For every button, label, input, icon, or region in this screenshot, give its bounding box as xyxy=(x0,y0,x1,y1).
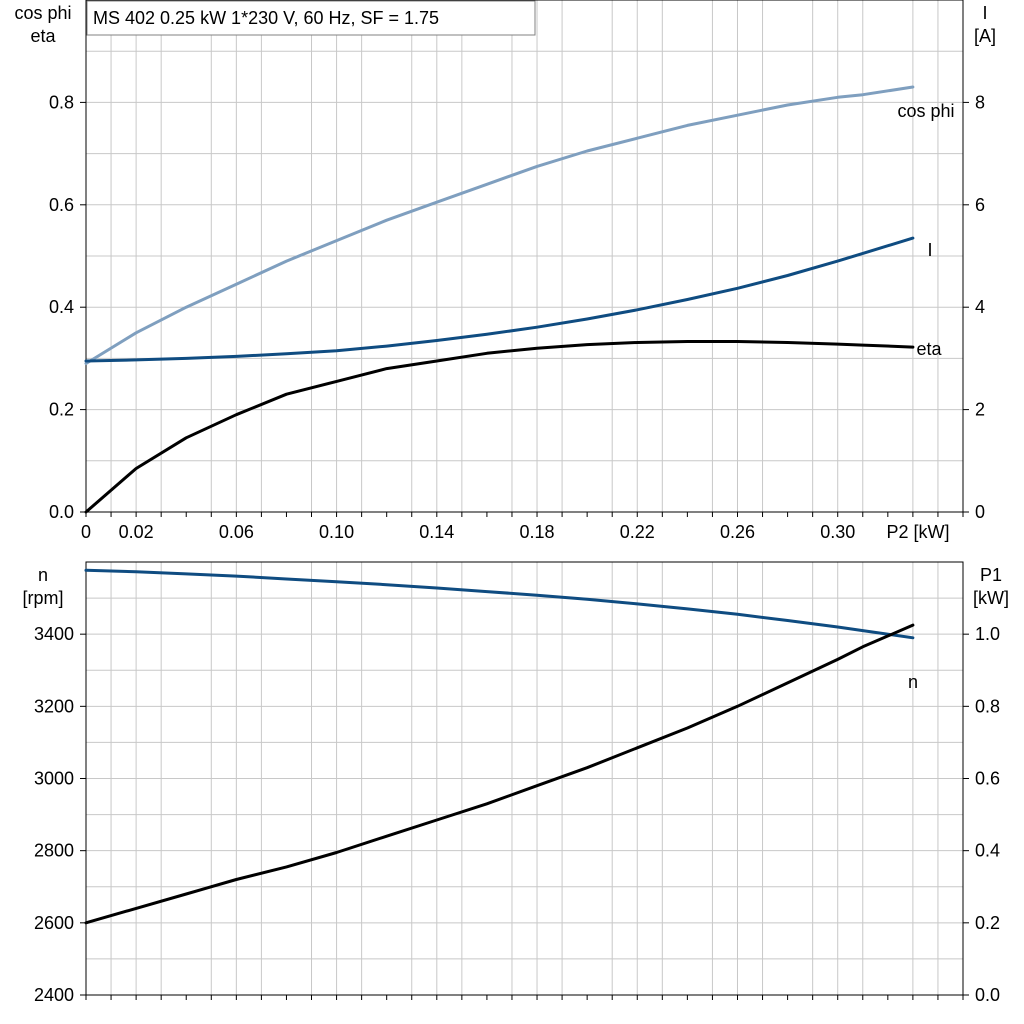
x-tick-label: 0.10 xyxy=(319,522,354,542)
right-tick-label: 0.0 xyxy=(975,985,1000,1005)
x-tick-label: 0.06 xyxy=(219,522,254,542)
left-tick-label: 3400 xyxy=(34,624,74,644)
top-ticks: 0.0 0.2 0.4 0.6 0.8 0 2 4 6 8 0 0.02 0.06 0.10 0.14 0.1… xyxy=(49,92,985,542)
top-series xyxy=(84,85,915,514)
left-tick-label: 0.6 xyxy=(49,195,74,215)
cos-phi-series-label: cos phi xyxy=(897,101,954,121)
top-left-axis-label-1: cos phi xyxy=(14,3,71,23)
left-tick-label: 3200 xyxy=(34,696,74,716)
right-tick-label: 4 xyxy=(975,297,985,317)
series-line-p1 xyxy=(84,623,915,925)
x-tick-label: 0 xyxy=(81,522,91,542)
right-tick-label: 6 xyxy=(975,195,985,215)
right-tick-label: 0 xyxy=(975,502,985,522)
title-box xyxy=(86,0,536,36)
top-right-axis-label-2: [A] xyxy=(974,26,996,46)
x-tick-label: 0.22 xyxy=(620,522,655,542)
bottom-left-axis-label-2: [rpm] xyxy=(22,588,63,608)
bottom-left-axis-label-1: n xyxy=(38,565,48,585)
top-grid xyxy=(86,0,963,512)
bottom-chart: 2400 2600 2800 3000 3200 3400 0.0 0.2 0.4 0.6 0.8 1… xyxy=(22,561,1009,1005)
left-tick-label: 3000 xyxy=(34,769,74,789)
x-tick-label: 0.30 xyxy=(820,522,855,542)
x-tick-label: 0.26 xyxy=(720,522,755,542)
right-tick-label: 2 xyxy=(975,400,985,420)
right-tick-label: 0.4 xyxy=(975,841,1000,861)
top-right-axis-label-1: I xyxy=(982,3,987,23)
current-series-label: I xyxy=(927,240,932,260)
top-plot-frame xyxy=(85,0,964,513)
bottom-right-axis-label-1: P1 xyxy=(980,565,1002,585)
top-x-axis-label: P2 [kW] xyxy=(886,522,949,542)
right-tick-label: 0.6 xyxy=(975,769,1000,789)
left-tick-label: 2400 xyxy=(34,985,74,1005)
speed-series-label: n xyxy=(908,672,918,692)
left-tick-label: 0.4 xyxy=(49,297,74,317)
series-line-n xyxy=(84,568,915,640)
right-tick-label: 0.8 xyxy=(975,696,1000,716)
x-tick-label: 0.02 xyxy=(119,522,154,542)
left-tick-label: 2600 xyxy=(34,913,74,933)
chart-title: MS 402 0.25 kW 1*230 V, 60 Hz, SF = 1.75 xyxy=(93,8,439,28)
bottom-grid xyxy=(86,562,963,995)
bottom-series xyxy=(84,568,915,925)
x-tick-label: 0.18 xyxy=(520,522,555,542)
bottom-right-axis-label-2: [kW] xyxy=(973,588,1009,608)
bottom-ticks: 2400 2600 2800 3000 3200 3400 0.0 0.2 0.4 0.6 0.8 1… xyxy=(34,624,1000,1005)
left-tick-label: 2800 xyxy=(34,841,74,861)
top-left-axis-label-2: eta xyxy=(30,26,56,46)
top-chart: 0.0 0.2 0.4 0.6 0.8 0 2 4 6 8 0 0.02 0.06 0.10 0.14 0.1… xyxy=(14,0,996,542)
x-tick-label: 0.14 xyxy=(419,522,454,542)
right-tick-label: 0.2 xyxy=(975,913,1000,933)
left-tick-label: 0.2 xyxy=(49,400,74,420)
right-tick-label: 8 xyxy=(975,92,985,112)
series-line-cos-phi xyxy=(84,85,915,365)
left-tick-label: 0.0 xyxy=(49,502,74,522)
series-line-i xyxy=(84,236,915,363)
eta-series-label: eta xyxy=(916,339,942,359)
series-line-eta xyxy=(84,340,915,514)
right-tick-label: 1.0 xyxy=(975,624,1000,644)
left-tick-label: 0.8 xyxy=(49,92,74,112)
